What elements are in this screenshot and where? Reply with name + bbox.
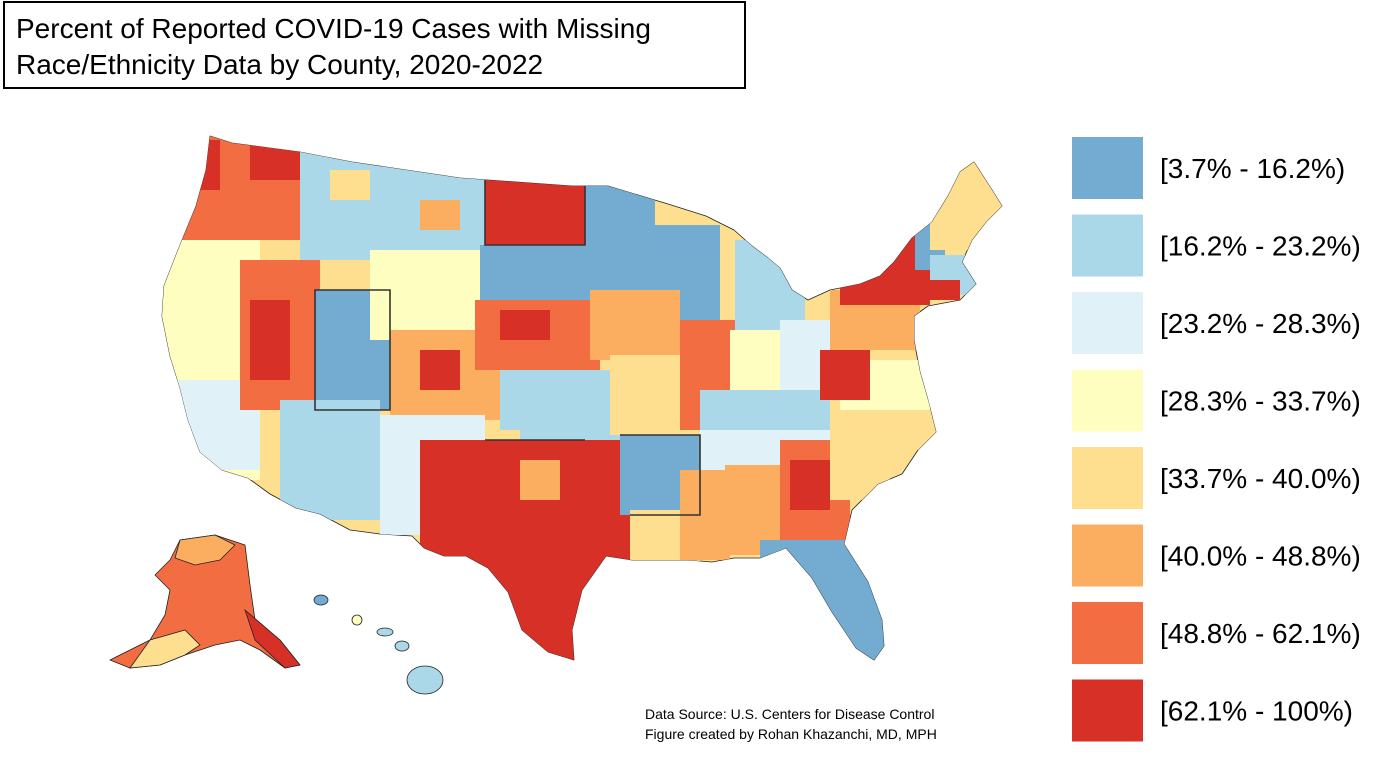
patch-nevada-red	[250, 300, 290, 380]
alaska-north-patch	[174, 534, 236, 566]
title-border	[3, 1, 746, 89]
legend-swatch-6	[1072, 524, 1143, 587]
source-line-1: Data Source: U.S. Centers for Disease Co…	[645, 706, 934, 722]
patch-georgia-red	[790, 460, 830, 510]
legend-label-1: [3.7% - 16.2%)	[1160, 153, 1345, 184]
legend-label-8: [62.1% - 100%)	[1160, 696, 1353, 727]
legend-swatch-1	[1072, 137, 1143, 199]
map-title-line-2: Race/Ethnicity Data by County, 2020-2022	[16, 49, 543, 80]
legend-swatch-4	[1072, 369, 1143, 432]
patch-south-dakota	[480, 245, 590, 305]
map-title-line-1: Percent of Reported COVID-19 Cases with …	[16, 13, 651, 44]
hawaii-island-oahu	[351, 614, 363, 626]
patch-kansas	[500, 370, 620, 430]
hawaii-islands	[313, 594, 444, 695]
state-boundaries	[314, 180, 701, 516]
patch-arizona	[280, 400, 380, 520]
patch-wa-coast	[162, 140, 220, 190]
patch-north-dakota	[485, 180, 585, 245]
us-county-map	[109, 135, 1003, 695]
patch-florida	[760, 540, 900, 660]
legend-label-7: [48.8% - 62.1%)	[1160, 618, 1361, 649]
patch-iowa	[590, 290, 680, 360]
patch-kentucky	[700, 390, 830, 435]
patch-texas-orange	[520, 460, 560, 500]
patch-connecticut	[930, 280, 960, 300]
hawaii-island-kauai	[313, 594, 329, 606]
patch-colorado-red	[420, 350, 460, 390]
title-box: Percent of Reported COVID-19 Cases with …	[3, 1, 746, 89]
alaska-southwest-patch	[129, 629, 201, 669]
patch-minnesota	[585, 185, 655, 295]
legend-label-2: [16.2% - 23.2%)	[1160, 231, 1361, 262]
source-line-2: Figure created by Rohan Khazanchi, MD, M…	[645, 726, 937, 742]
patch-nebraska-red	[500, 310, 550, 340]
hawaii-island-molokai	[376, 627, 394, 637]
alaska-panhandle-patch	[244, 608, 301, 669]
legend-label-6: [40.0% - 48.8%)	[1160, 541, 1361, 572]
legend-swatch-2	[1072, 214, 1143, 277]
patch-montana-orange	[420, 200, 460, 230]
alaska-shape	[109, 534, 301, 669]
hawaii-island-maui	[394, 640, 410, 652]
legend: [3.7% - 16.2%) [16.2% - 23.2%) [23.2% - 28…	[1072, 137, 1361, 742]
legend-label-5: [33.7% - 40.0%)	[1160, 463, 1361, 494]
legend-swatch-8	[1072, 679, 1143, 742]
patch-west-virginia	[820, 350, 870, 400]
arkansas-border	[620, 434, 701, 516]
regional-patches	[162, 136, 1002, 660]
legend-swatch-5	[1072, 447, 1143, 509]
legend-label-3: [23.2% - 28.3%)	[1160, 308, 1361, 339]
legend-swatch-3	[1072, 292, 1143, 354]
north-dakota-border	[484, 180, 586, 246]
utah-border	[314, 289, 391, 411]
patch-wyoming	[370, 250, 480, 340]
legend-label-4: [28.3% - 33.7%)	[1160, 386, 1361, 417]
patch-montana	[300, 150, 490, 260]
legend-swatch-7	[1072, 602, 1143, 664]
hawaii-island-big-island	[406, 665, 444, 695]
patch-montana-mixed	[330, 170, 370, 200]
